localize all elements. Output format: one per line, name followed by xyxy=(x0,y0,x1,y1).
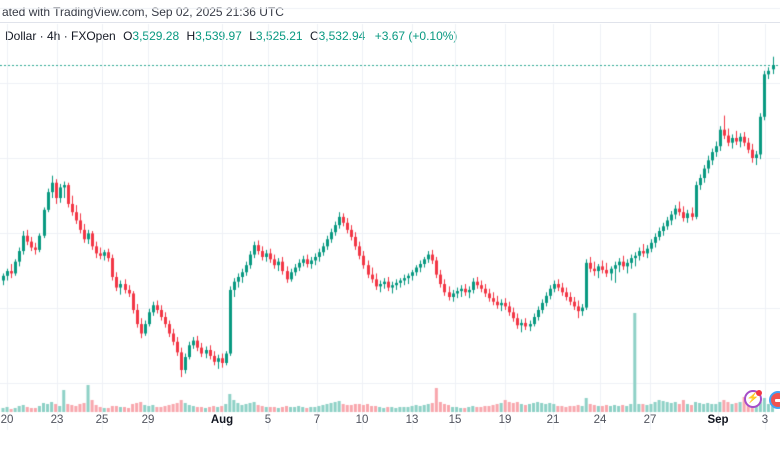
x-axis-month-label: Aug xyxy=(210,414,234,426)
x-axis-label: 7 xyxy=(313,414,321,426)
x-axis-label: 13 xyxy=(405,414,419,426)
x-axis-label: 29 xyxy=(141,414,155,426)
x-axis-label: 15 xyxy=(448,414,462,426)
x-axis-label: 3 xyxy=(761,414,769,426)
x-axis-label: 27 xyxy=(643,414,657,426)
notification-dot-icon xyxy=(756,390,762,396)
badge-icon xyxy=(774,398,780,402)
x-axis-label: 19 xyxy=(498,414,512,426)
x-axis-month-label: Sep xyxy=(707,414,729,426)
x-axis-label: 25 xyxy=(95,414,109,426)
x-axis-label: 10 xyxy=(355,414,369,426)
lightning-icon: ⚡ xyxy=(746,393,760,404)
time-axis[interactable]: 20 23 25 29 Aug 5 7 10 13 15 19 21 24 27 Sep 3 xyxy=(0,414,780,430)
x-axis-label: 24 xyxy=(593,414,607,426)
x-axis-label: 21 xyxy=(546,414,560,426)
x-axis-label: 5 xyxy=(264,414,272,426)
flash-idea-marker[interactable]: ⚡ xyxy=(744,390,762,408)
edge-idea-marker[interactable] xyxy=(769,391,780,409)
x-axis-label: 23 xyxy=(50,414,64,426)
x-axis-label: 20 xyxy=(0,414,14,426)
